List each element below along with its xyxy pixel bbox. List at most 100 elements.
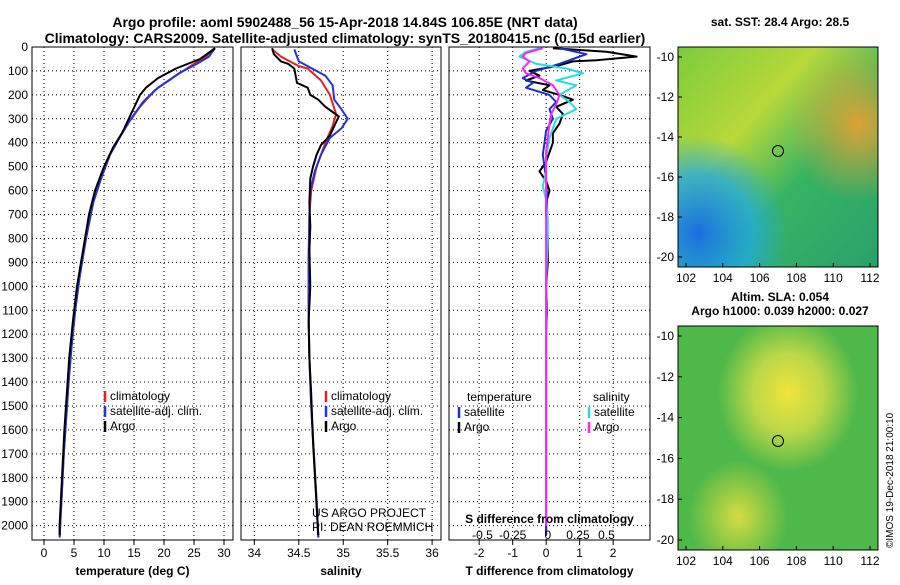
diff-xtick-label: 0 — [543, 546, 550, 560]
sal-xtick-label: 34.5 — [287, 546, 311, 560]
diff-xtick-label: -1 — [507, 546, 518, 560]
diff-xtick-label: 1 — [576, 546, 583, 560]
temp-xtick-label: 10 — [97, 546, 111, 560]
sal-frame — [240, 46, 442, 541]
depth-tick-label: 300 — [8, 112, 28, 126]
sal-legend-label: climatology — [331, 389, 391, 403]
sla-ticks-xtick-label: 102 — [676, 554, 696, 568]
diff-legend-label: Argo — [464, 420, 490, 434]
temp-xtick-label: 25 — [187, 546, 201, 560]
sal-legend-label: Argo — [331, 419, 357, 433]
salinity-panel: 34 34.5 35 35.5 36 salinity climatologysatelli… — [240, 46, 442, 578]
depth-tick-label: 1100 — [2, 303, 28, 317]
depth-tick-label: 500 — [8, 160, 28, 174]
depth-tick-label: 1200 — [1, 327, 28, 341]
temp-frame — [31, 46, 234, 541]
sal-xtick-label: 36 — [425, 546, 439, 560]
sst-ticks-xtick-label: 102 — [676, 271, 696, 285]
diff-s-axis-label: S difference from climatology — [465, 512, 634, 526]
depth-tick-label: 600 — [8, 184, 28, 198]
sst-map: 102 104 106 108 110 112 -10 -12 -14 -16 -18 -20 — [657, 46, 880, 285]
depth-tick-label: 0 — [21, 40, 28, 54]
temp-legend-label: satellite-adj. clim. — [110, 404, 202, 418]
sst-ticks-ytick-label: -16 — [657, 170, 675, 184]
credit-line1: US ARGO PROJECT — [312, 506, 427, 520]
diff-frame — [448, 46, 651, 541]
depth-tick-label: 1600 — [1, 423, 28, 437]
sst-ticks-xtick-label: 112 — [860, 271, 879, 285]
temp-xtick-label: 5 — [71, 546, 78, 560]
diff-xtick-label: -2 — [474, 546, 485, 560]
header-line2: Climatology: CARS2009. Satellite-adjuste… — [45, 30, 646, 46]
sal-legend-label: satellite-adj. clim. — [331, 404, 423, 418]
sal-xtick-label: 35.5 — [376, 546, 400, 560]
header-line1: Argo profile: aoml 5902488_56 15-Apr-201… — [112, 14, 577, 30]
temp-legend-label: climatology — [110, 389, 170, 403]
depth-tick-label: 100 — [8, 64, 28, 78]
temp-series-satellite-adj.-clim. — [58, 47, 216, 538]
watermark: ©IMOS 19-Dec-2018 21:00:10 — [885, 412, 896, 548]
sal-xtick-label: 35 — [337, 546, 351, 560]
sla-ticks-ytick-label: -14 — [657, 411, 675, 425]
diff-s-tick-label: 0 — [544, 528, 551, 542]
depth-tick-label: 900 — [8, 255, 28, 269]
sla-ticks-ytick-label: -12 — [657, 370, 675, 384]
diff-legend-label: satellite — [594, 405, 635, 419]
depth-tick-label: 1500 — [1, 399, 28, 413]
diff-series-argo-s — [521, 47, 561, 526]
sla-map: 102 104 106 108 110 112 -10 -12 -14 -16 -18 -20 — [657, 325, 880, 568]
diff-legend-label: Argo — [594, 420, 620, 434]
sst-map-title: sat. SST: 28.4 Argo: 28.5 — [711, 15, 850, 29]
sal-xlabel: salinity — [320, 564, 362, 578]
sal-xtick-label: 34 — [248, 546, 262, 560]
temp-xtick-label: 20 — [157, 546, 171, 560]
depth-tick-label: 700 — [8, 208, 28, 222]
diff-legend-title-salinity: salinity — [593, 390, 630, 404]
depth-tick-label: 1300 — [1, 351, 28, 365]
sla-argo-marker — [772, 435, 784, 447]
sla-ticks-xtick-label: 108 — [786, 554, 806, 568]
temp-xtick-label: 30 — [217, 546, 231, 560]
sst-ticks-xtick-label: 106 — [750, 271, 770, 285]
sst-ticks-xtick-label: 104 — [713, 271, 733, 285]
diff-s-tick-label: -0.25 — [499, 528, 527, 542]
depth-tick-label: 1400 — [1, 375, 28, 389]
diff-s-tick-label: 0.5 — [598, 528, 615, 542]
sla-map-title2: Argo h1000: 0.039 h2000: 0.027 — [691, 304, 869, 318]
sla-ticks-ytick-label: -18 — [657, 492, 675, 506]
temperature-panel: 0100200300400500600700800900100011001200… — [1, 40, 234, 578]
diff-legend-label: satellite — [464, 405, 505, 419]
sst-ticks-ytick-label: -12 — [657, 90, 675, 104]
depth-tick-label: 1000 — [1, 279, 28, 293]
depth-tick-label: 800 — [8, 231, 28, 245]
sla-ticks-ytick-label: -20 — [657, 533, 675, 547]
temp-xtick-label: 15 — [127, 546, 141, 560]
sst-ticks-ytick-label: -18 — [657, 210, 675, 224]
sst-ticks-xtick-label: 108 — [786, 271, 806, 285]
sla-ticks-xtick-label: 110 — [824, 554, 843, 568]
diff-xlabel: T difference from climatology — [465, 564, 633, 578]
sst-ticks-ytick-label: -14 — [657, 130, 675, 144]
difference-panel: -2 -1 0 1 2 T difference from climatology temp… — [448, 46, 651, 578]
sal-series-satellite-adj.-clim. — [293, 49, 349, 538]
temp-legend-label: Argo — [110, 419, 136, 433]
sla-ticks-xtick-label: 104 — [713, 554, 733, 568]
temp-xtick-label: 0 — [41, 546, 48, 560]
temp-xlabel: temperature (deg C) — [75, 564, 189, 578]
sla-ticks-ytick-label: -16 — [657, 451, 675, 465]
diff-s-tick-label: -0.5 — [472, 528, 493, 542]
diff-s-tick-label: 0.25 — [566, 528, 590, 542]
sal-series-climatology — [271, 48, 338, 538]
depth-tick-label: 400 — [8, 136, 28, 150]
depth-tick-label: 1900 — [1, 495, 28, 509]
diff-xtick-label: 2 — [610, 546, 617, 560]
sla-ticks-ytick-label: -10 — [657, 329, 675, 343]
credit-line2: PI: DEAN ROEMMICH — [312, 520, 433, 534]
depth-tick-label: 2000 — [1, 519, 28, 533]
sst-ticks-xtick-label: 110 — [824, 271, 843, 285]
sst-ticks-ytick-label: -20 — [657, 250, 675, 264]
depth-tick-label: 1800 — [1, 471, 28, 485]
temp-series-climatology — [58, 47, 216, 538]
temp-series-argo — [58, 47, 216, 536]
